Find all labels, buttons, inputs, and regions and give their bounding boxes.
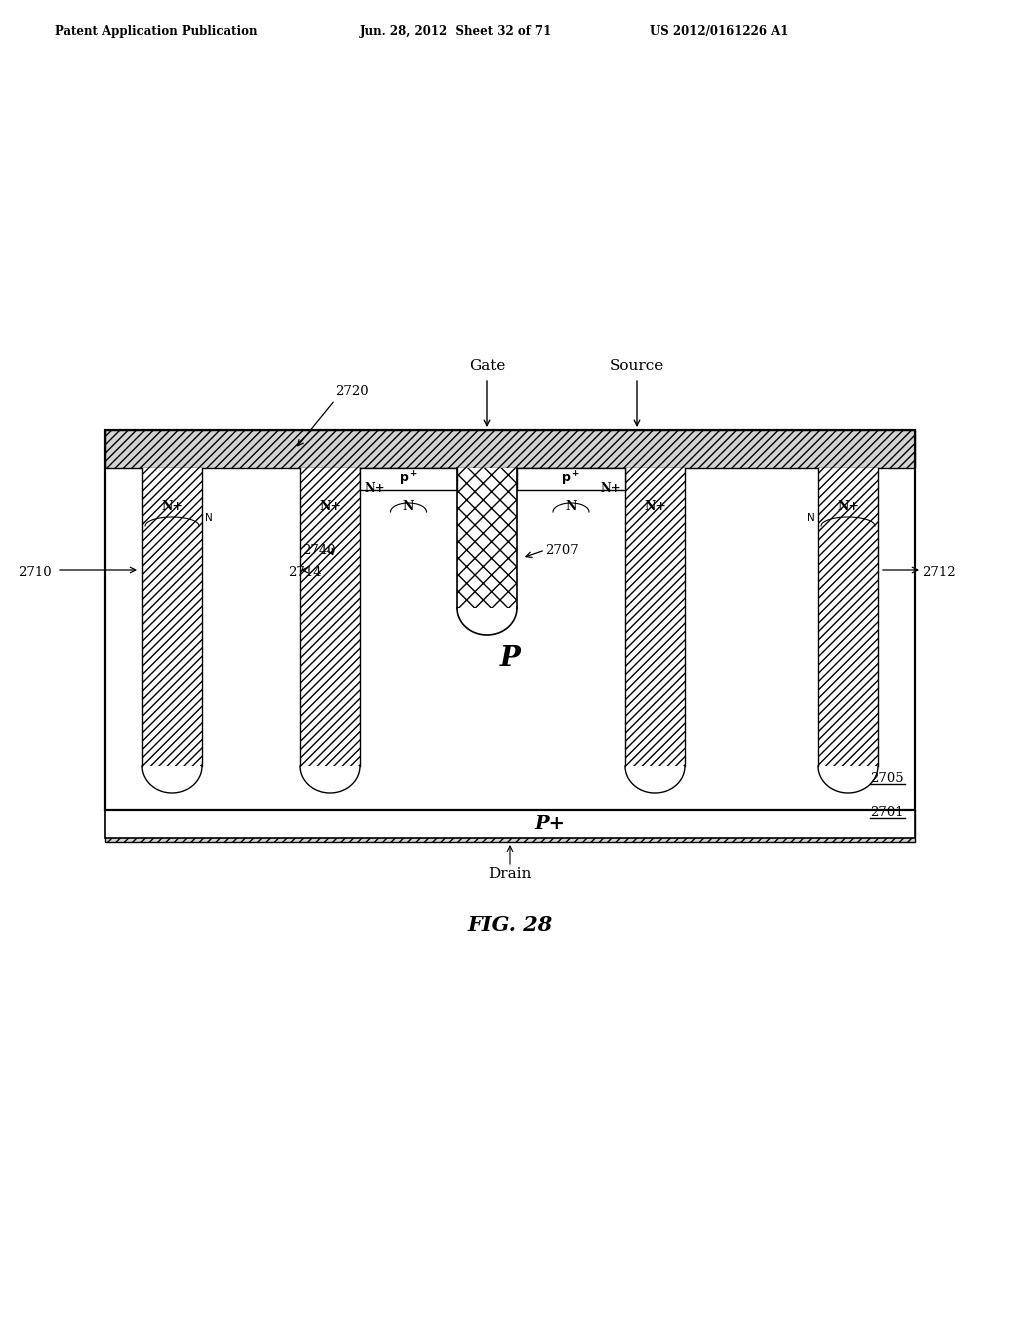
Bar: [142, 469, 202, 766]
Text: Source: Source: [610, 359, 665, 374]
Polygon shape: [625, 766, 685, 793]
Text: N: N: [205, 513, 213, 523]
Text: US 2012/0161226 A1: US 2012/0161226 A1: [650, 25, 788, 38]
Text: N+: N+: [600, 482, 621, 495]
Text: 2707: 2707: [545, 544, 579, 557]
Bar: [457, 469, 517, 609]
Text: N: N: [565, 500, 577, 513]
Text: Patent Application Publication: Patent Application Publication: [55, 25, 257, 38]
Text: Drain: Drain: [488, 867, 531, 880]
Text: 2710: 2710: [18, 565, 52, 578]
Text: N+: N+: [161, 499, 183, 512]
Text: N+: N+: [364, 482, 385, 495]
Text: N+: N+: [319, 499, 341, 512]
Bar: [105, 430, 915, 810]
Text: N: N: [402, 500, 414, 513]
Text: N+: N+: [837, 499, 859, 512]
Bar: [517, 469, 625, 490]
Text: 2714: 2714: [288, 565, 322, 578]
Text: 2705: 2705: [870, 771, 903, 784]
Bar: [105, 810, 915, 838]
Bar: [105, 430, 915, 810]
Text: 2712: 2712: [922, 565, 955, 578]
Text: Jun. 28, 2012  Sheet 32 of 71: Jun. 28, 2012 Sheet 32 of 71: [360, 25, 552, 38]
Bar: [105, 430, 915, 469]
Bar: [818, 469, 878, 766]
Text: $\mathbf{p^+}$: $\mathbf{p^+}$: [561, 470, 581, 488]
Text: 2720: 2720: [335, 385, 369, 399]
Text: FIG. 28: FIG. 28: [467, 915, 553, 935]
Text: $\mathbf{p^+}$: $\mathbf{p^+}$: [399, 470, 418, 488]
Text: 2701: 2701: [870, 805, 903, 818]
Bar: [105, 810, 915, 842]
Bar: [360, 469, 457, 490]
Bar: [625, 469, 685, 766]
Text: P+: P+: [535, 814, 565, 833]
Polygon shape: [457, 609, 517, 635]
Text: 2740: 2740: [302, 544, 336, 557]
Text: N+: N+: [644, 499, 666, 512]
Text: Gate: Gate: [469, 359, 505, 374]
Text: N: N: [807, 513, 815, 523]
Polygon shape: [142, 766, 202, 793]
Bar: [300, 469, 360, 766]
Text: P: P: [500, 645, 520, 672]
Polygon shape: [818, 766, 878, 793]
Polygon shape: [300, 766, 360, 793]
